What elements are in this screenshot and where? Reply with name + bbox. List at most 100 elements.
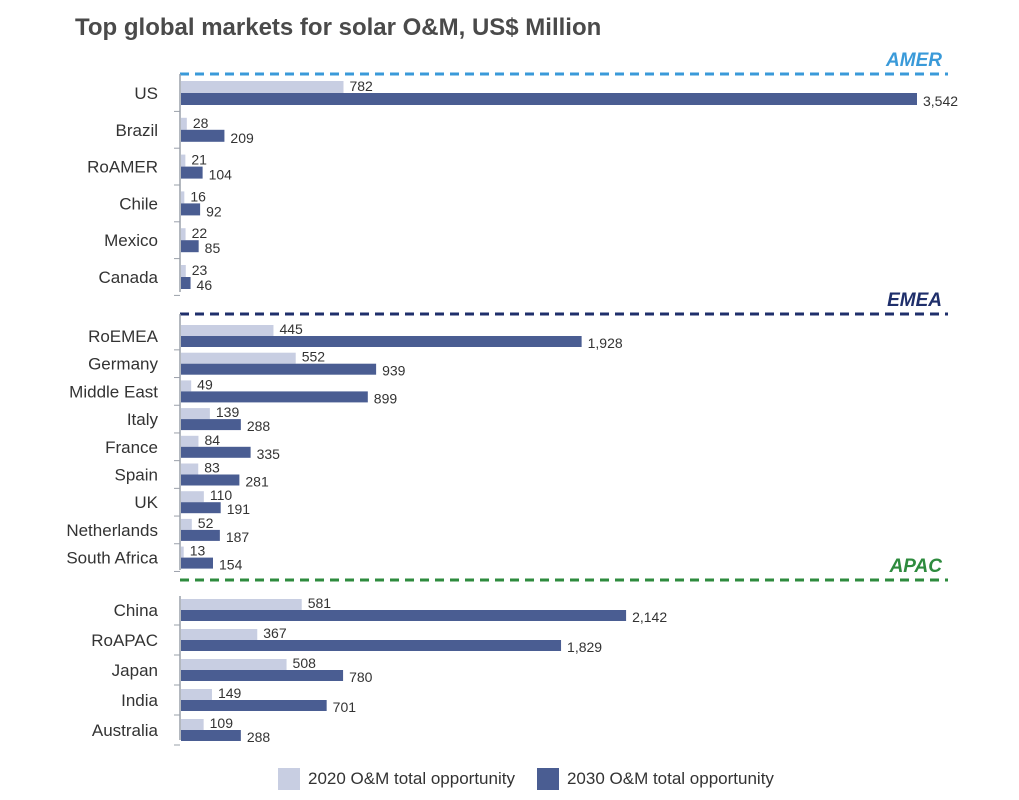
data-label-2030-us: 3,542 <box>923 93 958 109</box>
bar-2030-chile <box>181 203 201 216</box>
bar-2030-australia <box>181 730 241 741</box>
chart-legend: 2020 O&M total opportunity 2030 O&M tota… <box>278 768 796 790</box>
data-label-2020-roapac: 367 <box>263 625 287 641</box>
data-label-2020-roemea: 445 <box>279 321 303 337</box>
data-label-2030-spain: 281 <box>245 474 269 490</box>
data-label-2020-japan: 508 <box>293 655 317 671</box>
data-label-2020-chile: 16 <box>190 188 206 204</box>
data-label-2030-india: 701 <box>333 699 357 715</box>
category-label-brazil: Brazil <box>115 121 158 140</box>
bar-2020-us <box>181 81 344 93</box>
bar-2020-roamer <box>181 154 186 167</box>
category-label-australia: Australia <box>92 721 159 740</box>
data-label-2020-roamer: 21 <box>191 152 207 168</box>
bar-2030-italy <box>181 419 241 431</box>
data-label-2030-italy: 288 <box>247 418 271 434</box>
bar-2030-uk <box>181 502 221 514</box>
category-label-india: India <box>121 691 158 710</box>
data-label-2030-uk: 191 <box>227 501 251 517</box>
bar-2020-netherlands <box>181 518 192 530</box>
data-label-2020-canada: 23 <box>192 262 208 278</box>
data-label-2030-netherlands: 187 <box>226 529 250 545</box>
bar-2020-middle-east <box>181 380 192 392</box>
category-label-france: France <box>105 438 158 457</box>
bar-2020-brazil <box>181 117 187 130</box>
bar-2020-spain <box>181 463 199 475</box>
data-label-2020-netherlands: 52 <box>198 515 214 531</box>
bar-2020-germany <box>181 352 296 364</box>
bar-2020-uk <box>181 491 204 503</box>
data-label-2030-brazil: 209 <box>230 130 254 146</box>
bar-2030-us <box>181 93 917 105</box>
data-label-2030-roemea: 1,928 <box>588 335 623 351</box>
bar-2030-japan <box>181 670 344 681</box>
category-label-roapac: RoAPAC <box>91 631 158 650</box>
bar-2020-roemea <box>181 325 274 336</box>
category-label-japan: Japan <box>112 661 158 680</box>
category-label-canada: Canada <box>98 268 158 287</box>
bar-2030-brazil <box>181 129 225 142</box>
data-label-2020-italy: 139 <box>216 404 240 420</box>
data-label-2020-spain: 83 <box>204 460 220 476</box>
data-label-2030-south-africa: 154 <box>219 557 243 573</box>
bar-2030-india <box>181 700 327 711</box>
bar-2030-canada <box>181 277 191 289</box>
bar-2020-india <box>181 689 212 700</box>
region-label-apac: APAC <box>889 556 943 577</box>
bar-2030-roemea <box>181 336 582 347</box>
data-label-2030-middle-east: 899 <box>374 390 398 406</box>
data-label-2020-germany: 552 <box>302 349 326 365</box>
bar-2030-netherlands <box>181 529 220 541</box>
category-label-middle-east: Middle East <box>69 382 158 401</box>
category-label-uk: UK <box>134 493 158 512</box>
category-label-roamer: RoAMER <box>87 158 158 177</box>
data-label-2030-germany: 939 <box>382 363 406 379</box>
category-label-china: China <box>114 601 159 620</box>
category-label-spain: Spain <box>115 466 158 485</box>
data-label-2030-canada: 46 <box>197 277 213 293</box>
bar-2030-roapac <box>181 640 562 651</box>
legend-label-2020: 2020 O&M total opportunity <box>308 769 515 788</box>
data-label-2020-middle-east: 49 <box>197 376 213 392</box>
category-label-germany: Germany <box>88 355 158 374</box>
bar-2020-canada <box>181 265 186 277</box>
chart-title: Top global markets for solar O&M, US$ Mi… <box>75 14 602 41</box>
data-label-2020-mexico: 22 <box>192 225 208 241</box>
bar-2020-roapac <box>181 629 258 640</box>
bar-2020-chile <box>181 191 185 204</box>
data-label-2030-mexico: 85 <box>205 240 221 256</box>
category-label-netherlands: Netherlands <box>66 521 158 540</box>
bar-2030-germany <box>181 363 377 375</box>
data-label-2020-uk: 110 <box>210 487 233 503</box>
category-label-chile: Chile <box>119 194 158 213</box>
bar-2030-mexico <box>181 240 199 253</box>
data-label-2030-chile: 92 <box>206 203 222 219</box>
category-label-south-africa: South Africa <box>66 549 158 568</box>
bar-2030-south-africa <box>181 557 213 569</box>
data-label-2020-australia: 109 <box>210 715 234 731</box>
bar-2020-italy <box>181 408 210 420</box>
data-label-2030-roapac: 1,829 <box>567 639 602 655</box>
data-label-2020-india: 149 <box>218 685 242 701</box>
data-label-2030-australia: 288 <box>247 729 271 745</box>
bar-2020-south-africa <box>181 546 184 558</box>
legend-label-2030: 2030 O&M total opportunity <box>566 769 774 788</box>
data-label-2020-brazil: 28 <box>193 115 209 131</box>
bar-2020-china <box>181 599 302 610</box>
legend-swatch-2020 <box>278 768 300 790</box>
data-label-2020-france: 84 <box>204 432 220 448</box>
bar-2030-france <box>181 446 251 458</box>
category-label-mexico: Mexico <box>104 231 158 250</box>
bar-2020-japan <box>181 659 287 670</box>
bar-2020-mexico <box>181 228 186 241</box>
bar-2030-middle-east <box>181 391 368 403</box>
data-label-2020-us: 782 <box>349 78 373 94</box>
category-label-italy: Italy <box>127 410 159 429</box>
region-label-emea: EMEA <box>887 290 942 311</box>
legend-swatch-2030 <box>536 768 559 790</box>
category-label-us: US <box>134 84 158 103</box>
bar-2030-spain <box>181 474 240 486</box>
bar-2020-australia <box>181 719 204 730</box>
data-label-2030-japan: 780 <box>349 669 373 685</box>
